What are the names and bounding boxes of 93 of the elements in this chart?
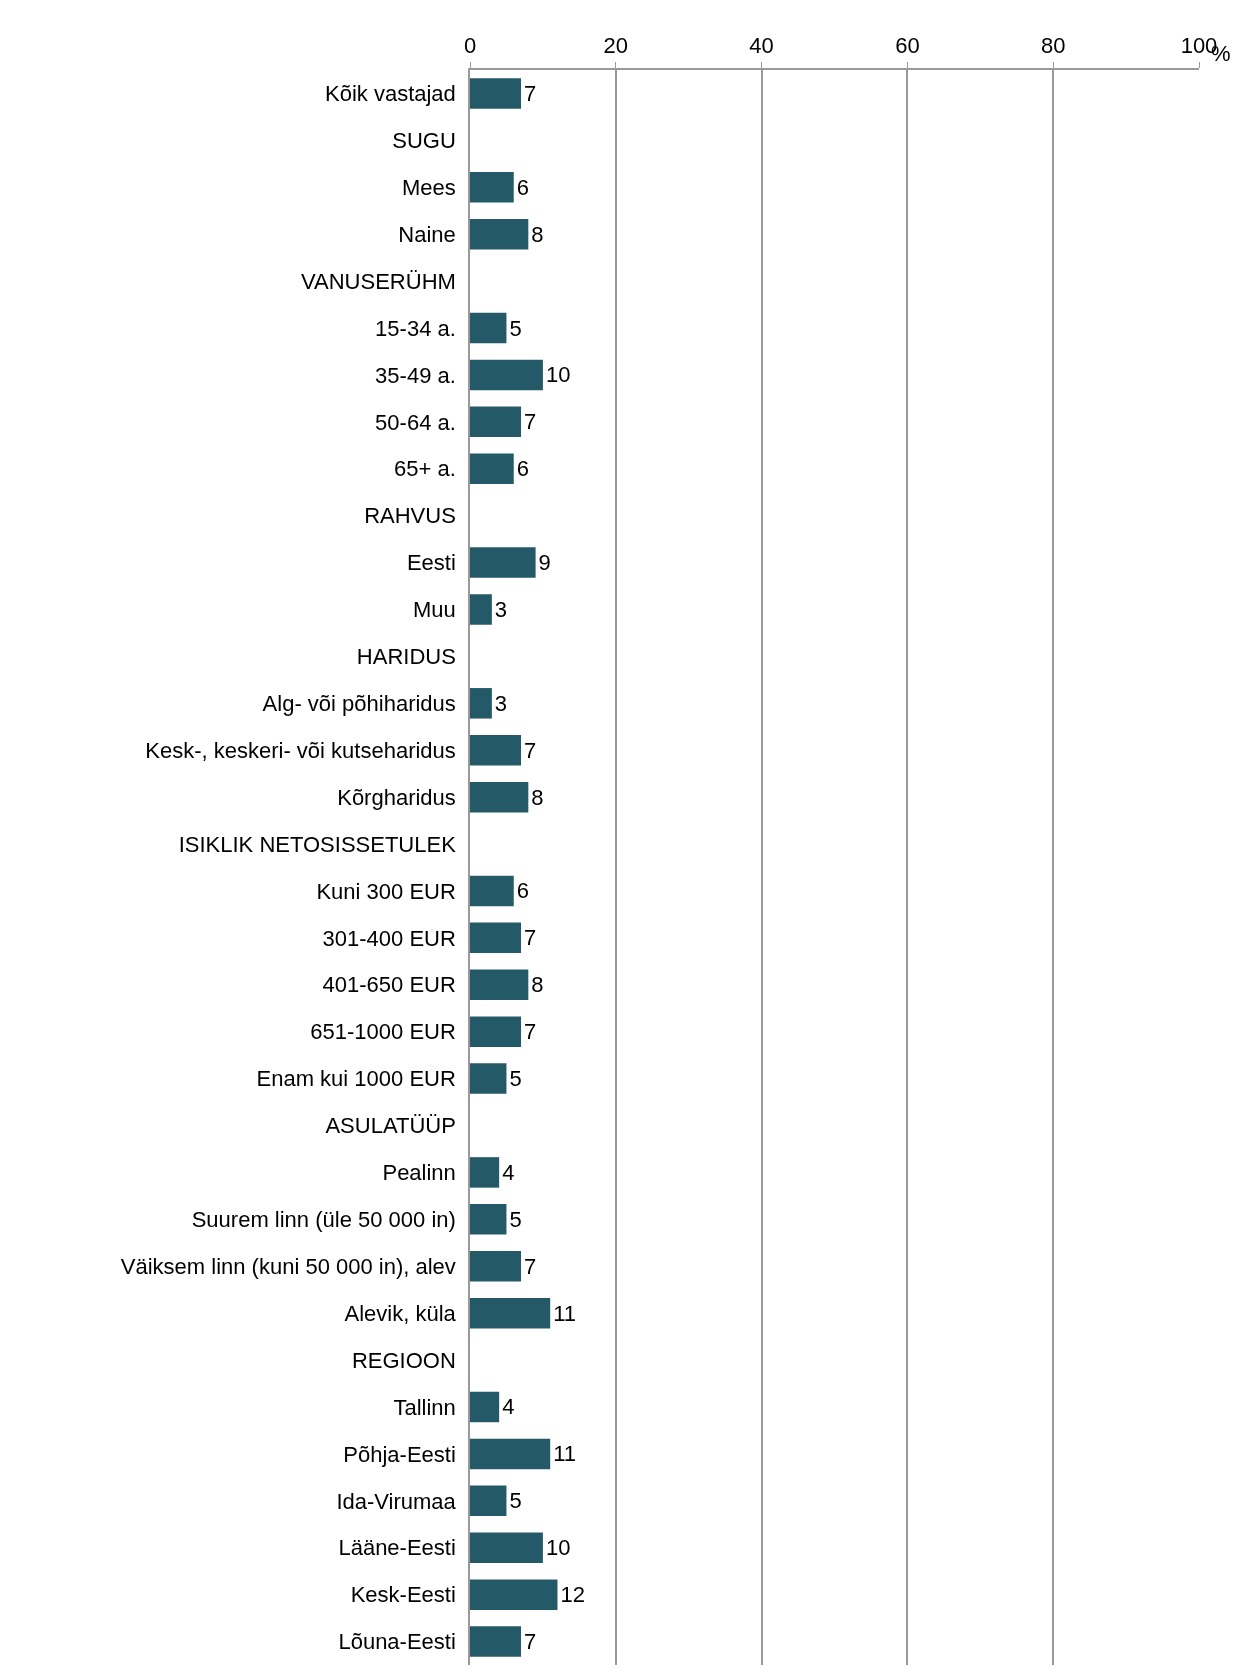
y-tick-label: Muu [413,597,456,623]
bar [470,1204,507,1235]
y-tick-label: Kesk-Eesti [350,1582,456,1608]
data-label: 10 [545,362,571,388]
data-label: 7 [524,80,537,106]
y-tick-label: Eesti [406,550,456,576]
y-tick-label: Alg- või põhiharidus [262,691,456,717]
bar [470,406,522,438]
x-tick-label: 60 [895,33,920,59]
data-label: 7 [524,1629,537,1655]
data-label: 8 [531,972,544,998]
data-label: 4 [502,1159,515,1185]
y-tick-label: Kõik vastajad [324,81,456,107]
bar [470,1438,551,1470]
bar [470,78,522,109]
bar [470,1297,551,1329]
y-tick-label: RAHVUS [364,503,456,529]
y-tick-label: 401-650 EUR [322,972,456,998]
data-label: 6 [516,878,529,904]
data-label: 3 [494,690,508,716]
bar [470,594,492,625]
y-tick-label: 301-400 EUR [322,925,456,951]
data-label: 12 [560,1582,585,1608]
bar [470,875,514,907]
bar [470,1391,500,1423]
bar [470,1626,522,1657]
y-tick-label: Alevik, küla [344,1300,457,1326]
data-label: 4 [502,1394,515,1420]
bar [470,688,492,719]
y-tick-label: Pealinn [382,1160,456,1186]
data-label: 7 [524,1253,537,1279]
data-label: 5 [509,315,522,341]
y-tick-label: 15-34 a. [375,315,456,341]
y-tick-label: Kesk-, keskeri- või kutseharidus [145,737,456,763]
y-tick-label: Tallinn [393,1394,456,1420]
y-tick-label: Põhja-Eesti [343,1441,456,1467]
y-tick-label: Väiksem linn (kuni 50 000 in), alev [120,1253,456,1279]
y-tick-label: Ida-Virumaa [336,1488,457,1514]
data-label: 10 [545,1535,571,1561]
bar [470,781,529,813]
data-label: 7 [524,409,537,435]
y-tick-label: VANUSERÜHM [301,268,456,294]
data-label: 6 [516,456,529,482]
bar [470,1532,543,1563]
data-label: 7 [524,925,537,951]
y-tick-label: Kuni 300 EUR [316,878,456,904]
bar [470,172,514,203]
y-tick-label: 50-64 a. [375,409,456,435]
x-tick-label: 80 [1040,33,1066,59]
y-tick-label: Kõrgharidus [337,784,456,810]
y-tick-label: Naine [398,221,456,247]
bar [470,1157,500,1188]
x-tick-label: 0 [463,33,477,59]
data-label: 5 [509,1066,522,1092]
data-label: 7 [524,737,537,763]
data-label: 6 [516,174,529,200]
y-tick-label: Mees [402,174,456,200]
bar [470,218,529,250]
data-label: 5 [509,1488,522,1514]
y-tick-label: REGIOON [351,1347,456,1373]
data-label: 11 [553,1300,577,1326]
bar [470,922,522,954]
y-tick-label: ISIKLIK NETOSISSETULEK [178,831,457,857]
y-tick-label: Suurem linn (üle 50 000 in) [191,1207,456,1233]
bar [470,1579,558,1610]
data-label: 9 [538,550,551,576]
bar [470,1016,522,1047]
bar [470,312,507,344]
data-label: 11 [553,1441,577,1467]
y-tick-label: Lääne-Eesti [338,1535,456,1561]
x-tick-label: 40 [749,33,774,59]
y-tick-label: Lõuna-Eesti [338,1629,456,1655]
data-label: 5 [509,1206,522,1232]
y-tick-label: ASULATÜÜP [325,1113,456,1139]
y-tick-label: 35-49 a. [375,362,456,388]
data-label: 3 [494,596,508,622]
y-tick-label: HARIDUS [356,644,456,670]
bar [470,1485,507,1517]
data-label: 8 [531,784,544,810]
bar [470,1063,507,1094]
bar [470,969,529,1001]
data-label: 8 [531,221,544,247]
bar [470,359,543,391]
y-tick-label: SUGU [392,128,456,154]
bar [470,547,536,578]
y-tick-label: 651-1000 EUR [310,1019,456,1045]
y-tick-label: Enam kui 1000 EUR [256,1066,456,1092]
y-tick-label: 65+ a. [394,456,456,482]
x-tick-label: 20 [603,33,629,59]
bar [470,734,522,766]
bar [470,1251,522,1282]
bar [470,453,514,484]
data-label: 7 [524,1019,537,1045]
